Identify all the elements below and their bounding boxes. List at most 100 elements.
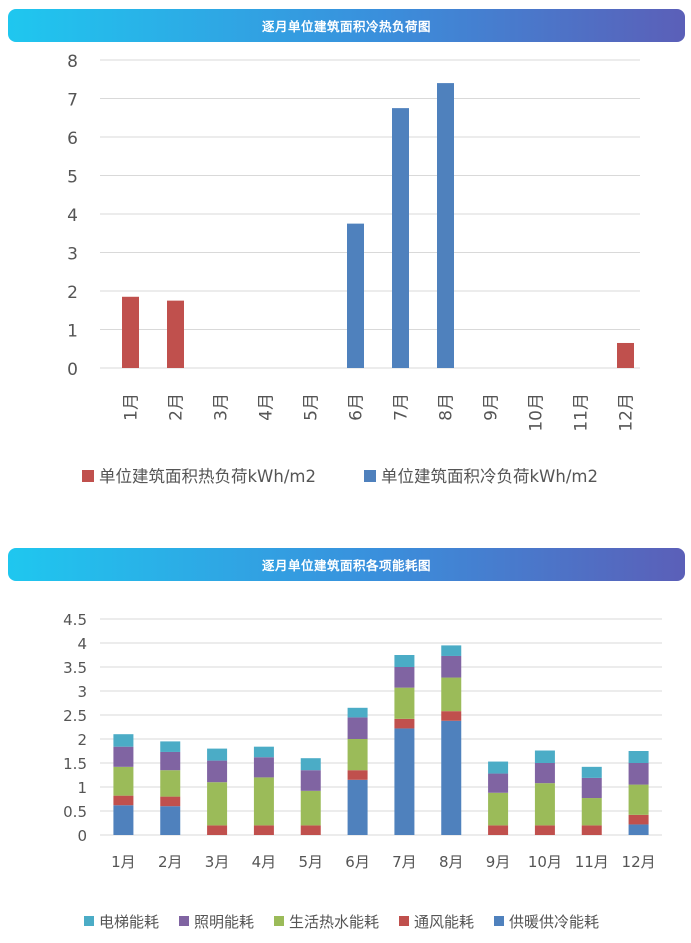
stack-segment: [581, 777, 602, 799]
stack-segment: [394, 718, 415, 729]
y-tick-label: 1: [67, 322, 78, 342]
stack-segment: [628, 814, 649, 825]
stack-segment: [207, 825, 228, 835]
y-tick-label: 5: [67, 168, 78, 188]
y-tick-label: 3: [77, 683, 87, 701]
stack-segment: [534, 763, 555, 784]
stack-segment: [581, 766, 602, 778]
y-tick-label: 1.5: [63, 755, 87, 773]
y-tick-label: 6: [67, 129, 78, 149]
bar-cool-load: [392, 108, 409, 368]
stack-segment: [441, 720, 462, 835]
x-tick-label: 7月: [392, 393, 412, 421]
stack-segment: [300, 790, 321, 826]
y-tick-label: 2.5: [63, 707, 87, 725]
stack-segment: [628, 824, 649, 835]
stack-segment: [488, 761, 509, 774]
x-tick-label: 9月: [482, 393, 502, 421]
legend-swatch: [179, 916, 189, 926]
y-tick-label: 4.5: [63, 611, 87, 629]
x-tick-label: 5月: [302, 393, 322, 421]
stack-segment: [628, 784, 649, 815]
stack-segment: [160, 796, 181, 807]
chart1-title-bar: 逐月单位建筑面积冷热负荷图: [8, 9, 685, 42]
stack-segment: [347, 707, 368, 718]
stack-segment: [488, 792, 509, 826]
x-tick-label: 9月: [486, 853, 511, 871]
stack-segment: [394, 728, 415, 835]
x-tick-label: 5月: [298, 853, 323, 871]
legend-swatch: [399, 916, 409, 926]
legend-swatch: [494, 916, 504, 926]
stack-segment: [534, 750, 555, 763]
x-tick-label: 11月: [572, 393, 592, 432]
stack-segment: [253, 825, 274, 835]
chart2-title: 逐月单位建筑面积各项能耗图: [261, 558, 431, 573]
chart2-title-bar: 逐月单位建筑面积各项能耗图: [8, 548, 685, 581]
stack-segment: [347, 717, 368, 739]
chart1-title: 逐月单位建筑面积冷热负荷图: [261, 19, 431, 34]
stack-segment: [441, 655, 462, 678]
x-tick-label: 1月: [111, 853, 136, 871]
legend-label: 照明能耗: [194, 913, 254, 931]
x-tick-label: 8月: [437, 393, 457, 421]
stack-segment: [113, 734, 134, 747]
legend-label: 单位建筑面积热负荷kWh/m2: [99, 467, 316, 486]
legend-label: 生活热水能耗: [289, 913, 379, 931]
stack-segment: [347, 739, 368, 771]
stack-segment: [300, 825, 321, 835]
x-tick-label: 6月: [345, 853, 370, 871]
y-tick-label: 3.5: [63, 659, 87, 677]
stack-segment: [113, 746, 134, 767]
legend-label: 电梯能耗: [99, 913, 159, 931]
y-tick-label: 8: [67, 52, 78, 72]
x-tick-label: 2月: [167, 393, 187, 421]
x-tick-label: 10月: [527, 393, 547, 432]
stack-segment: [534, 825, 555, 835]
x-tick-label: 1月: [122, 393, 142, 421]
stack-segment: [207, 748, 228, 761]
stack-segment: [207, 760, 228, 783]
stack-segment: [441, 677, 462, 712]
x-tick-label: 4月: [252, 853, 277, 871]
chart1-svg: 0 1 2 3 4 5 6 7 8 1月 2月 3月 4月 5月 6月 7月 8月 9月 10月 11月 12月单位建筑…: [67, 52, 640, 486]
x-tick-label: 12月: [617, 393, 637, 432]
chart2-svg: 0 0.5 1 1.5 2 2.5 3 3.5 4 4.5 1月 2月 3月 4月 5月 6月 7月 8月 9月 10…: [63, 611, 662, 931]
stack-segment: [160, 751, 181, 771]
y-tick-label: 7: [67, 91, 78, 111]
x-tick-label: 12月: [622, 853, 656, 871]
stack-segment: [253, 746, 274, 758]
x-tick-label: 7月: [392, 853, 417, 871]
legend-swatch: [274, 916, 284, 926]
y-tick-label: 4: [67, 206, 78, 226]
legend-swatch: [84, 916, 94, 926]
x-tick-label: 8月: [439, 853, 464, 871]
stack-segment: [347, 779, 368, 835]
stack-segment: [160, 806, 181, 835]
stack-segment: [113, 766, 134, 796]
y-tick-label: 2: [67, 283, 78, 303]
stack-segment: [207, 782, 228, 826]
stack-segment: [628, 763, 649, 785]
x-tick-label: 10月: [528, 853, 562, 871]
y-tick-label: 2: [77, 731, 87, 749]
x-tick-label: 6月: [347, 393, 367, 421]
stack-segment: [300, 770, 321, 791]
bar-heat-load: [167, 300, 184, 368]
stack-segment: [347, 770, 368, 780]
x-tick-label: 11月: [575, 853, 609, 871]
stack-segment: [628, 751, 649, 763]
stack-segment: [253, 777, 274, 826]
stack-segment: [394, 655, 415, 667]
bar-cool-load: [347, 223, 364, 368]
stack-segment: [441, 645, 462, 656]
stack-segment: [160, 741, 181, 752]
legend-label: 单位建筑面积冷负荷kWh/m2: [381, 467, 598, 486]
bar-heat-load: [617, 342, 634, 368]
bar-heat-load: [122, 296, 139, 368]
stack-segment: [581, 798, 602, 826]
y-tick-label: 0: [67, 360, 78, 380]
x-tick-label: 2月: [158, 853, 183, 871]
x-tick-label: 3月: [212, 393, 232, 421]
stack-segment: [488, 825, 509, 835]
